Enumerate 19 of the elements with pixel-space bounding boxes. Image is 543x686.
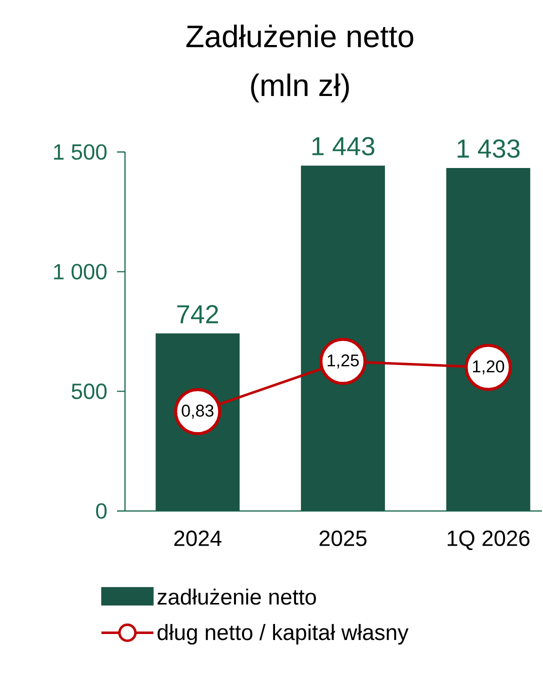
data-label: 1,20 [473,360,504,374]
data-label: 1,25 [328,354,359,368]
y-tick-label: 500 [72,384,107,400]
chart-title: Zadłużenie netto [186,24,414,48]
legend-label: dług netto / kapitał własny [158,624,409,645]
data-label: 1 433 [458,139,520,158]
chart-subtitle: (mln zł) [251,74,350,102]
data-label: 742 [177,305,218,324]
y-tick-label: 1 500 [54,144,107,160]
data-label: 1 443 [312,137,374,156]
y-tick-label: 0 [96,503,107,519]
x-tick-label: 1Q 2026 [448,530,530,550]
y-tick-label: 1 000 [54,264,107,280]
legend-label: zadłużenie netto [158,588,316,605]
x-tick-label: 2025 [320,530,367,546]
data-label: 0,83 [182,404,214,419]
bar [301,166,386,511]
bar [446,168,530,511]
x-tick-label: 2024 [174,530,222,546]
